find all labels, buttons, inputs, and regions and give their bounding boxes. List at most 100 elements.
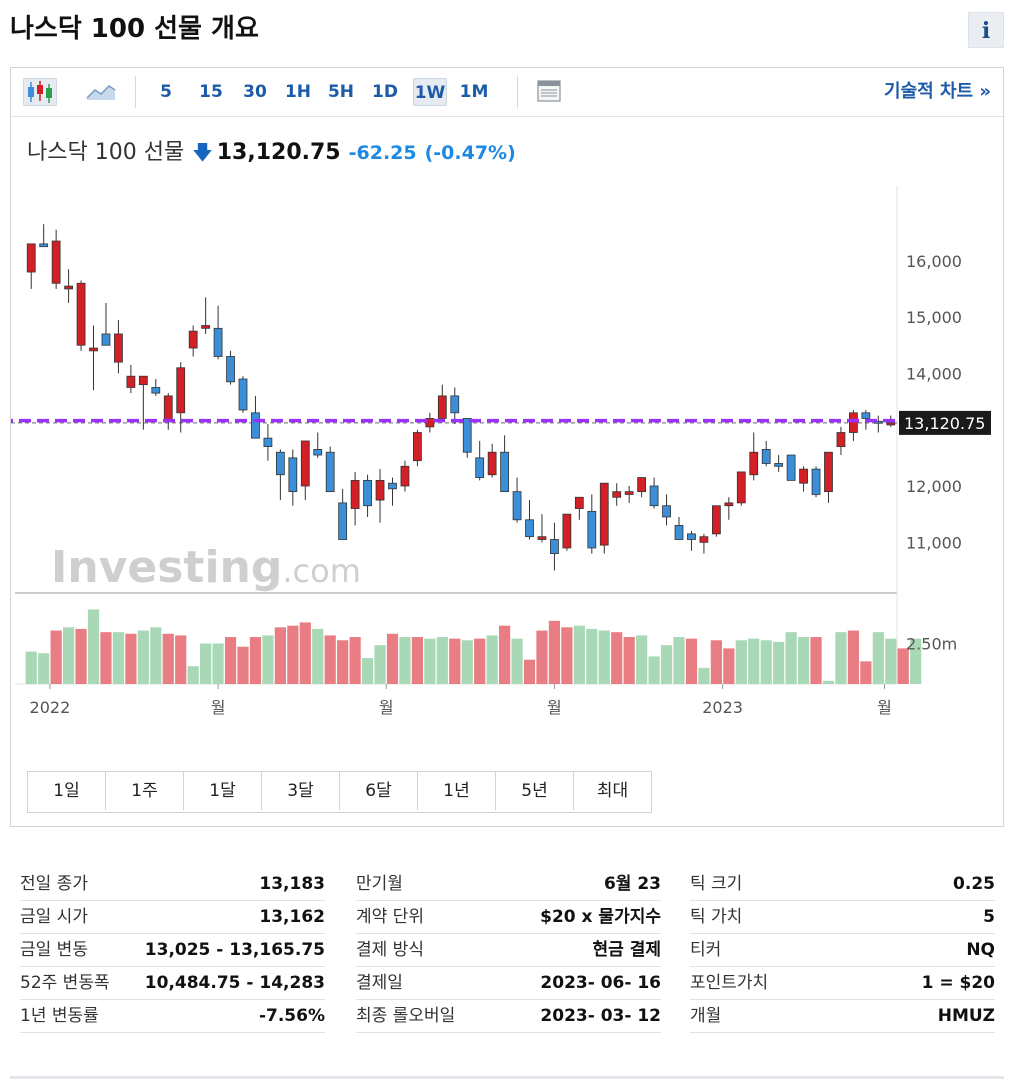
volume-bar — [648, 656, 660, 684]
candle-body — [188, 330, 198, 349]
stat-label: 결제 방식 — [356, 940, 424, 960]
timeframe-30[interactable]: 30 — [243, 82, 267, 102]
timeframe-5[interactable]: 5 — [160, 82, 172, 102]
range-button[interactable]: 6달 — [340, 772, 418, 810]
volume-bar — [212, 643, 224, 684]
x-tick-label: 2023 — [702, 698, 743, 717]
volume-bar — [897, 648, 909, 684]
volume-bar — [885, 638, 897, 684]
price-chart[interactable]: Investing.com 16,000 15,000 14,000 12,000 11,… — [11, 68, 1003, 768]
timeframe-1m[interactable]: 1M — [459, 82, 489, 102]
candle-body — [786, 454, 796, 481]
stat-value: 2023- 06- 16 — [540, 973, 661, 993]
volume-bar — [797, 637, 810, 684]
range-button[interactable]: 1달 — [184, 772, 262, 810]
candle-body — [350, 479, 360, 509]
volume-bar — [847, 630, 860, 684]
volume-bar — [50, 630, 62, 684]
stat-value: -7.56% — [258, 1006, 325, 1026]
volume-bar — [299, 622, 311, 684]
candle-body — [711, 505, 721, 535]
candle-body — [163, 395, 173, 422]
y-tick-label: 16,000 — [906, 252, 962, 271]
volume-bar — [349, 637, 361, 684]
volume-bar — [511, 638, 523, 684]
candle-body — [699, 536, 709, 543]
info-icon[interactable]: i — [968, 12, 1004, 48]
range-button[interactable]: 1일 — [28, 772, 106, 810]
candle-body — [849, 412, 858, 433]
stat-row: 티커 NQ — [690, 934, 995, 967]
candle-body — [836, 432, 846, 447]
stat-row: 금일 변동 13,025 - 13,165.75 — [20, 934, 325, 967]
volume-bar — [112, 632, 125, 684]
stat-label: 틱 크기 — [690, 874, 743, 894]
volume-bar — [237, 646, 249, 684]
timeframe-1w[interactable]: 1W — [413, 78, 447, 106]
volume-bar — [573, 625, 585, 684]
stat-label: 계약 단위 — [356, 907, 424, 927]
range-button[interactable]: 1년 — [418, 772, 496, 810]
x-tick-label: 월 — [379, 698, 394, 717]
chart-toolbar: 5 15 30 1H 5H 1D 1W 1M 기술적 차트 » — [11, 68, 1003, 117]
candle-body — [562, 513, 572, 549]
range-button[interactable]: 최대 — [574, 772, 651, 810]
volume-bar — [137, 630, 149, 684]
timeframe-15[interactable]: 15 — [199, 82, 223, 102]
candle-body — [886, 422, 896, 426]
volume-bar — [200, 643, 212, 684]
quote-header: 나스닥 100 선물 🡇 13,120.75 -62.25 (-0.47%) — [27, 134, 516, 172]
timeframe-1h[interactable]: 1H — [284, 82, 312, 102]
range-button[interactable]: 5년 — [496, 772, 574, 810]
volume-bar — [586, 628, 598, 684]
area-chart-icon[interactable] — [83, 78, 119, 106]
volume-bar — [274, 627, 286, 684]
candle-body — [861, 412, 871, 419]
candle-body — [487, 451, 497, 476]
candle-body — [624, 491, 634, 495]
timeframe-5h[interactable]: 5H — [327, 82, 355, 102]
stat-row: 결제 방식 현금 결제 — [356, 934, 661, 967]
candle-body — [338, 502, 348, 540]
candlestick-icon[interactable] — [23, 78, 57, 106]
candle-body — [313, 449, 323, 456]
stat-value: 13,025 - 13,165.75 — [144, 940, 325, 960]
volume-bar — [748, 638, 760, 684]
stat-row: 결제일 2023- 06- 16 — [356, 967, 661, 1000]
candle-body — [425, 418, 435, 428]
range-button[interactable]: 3달 — [262, 772, 340, 810]
stat-value: NQ — [966, 940, 995, 960]
stat-value: $20 x 물가지수 — [540, 907, 661, 927]
stats-column-3: 틱 크기 0.25 틱 가치 5 티커 NQ 포인트가치 1 = $20 개월 HMUZ — [690, 868, 995, 1033]
volume-bar — [548, 620, 561, 684]
candle-body — [300, 440, 310, 487]
candle-body — [637, 477, 647, 493]
stat-row: 52주 변동폭 10,484.75 - 14,283 — [20, 967, 325, 1000]
price-change-percent: (-0.47%) — [424, 142, 516, 164]
range-button[interactable]: 1주 — [106, 772, 184, 810]
page-title: 나스닥 100 선물 개요 — [10, 14, 259, 44]
stat-value: 2023- 03- 12 — [540, 1006, 661, 1026]
candle-body — [64, 285, 73, 290]
volume-bar — [598, 630, 610, 684]
candle-body — [550, 539, 559, 554]
table-icon[interactable] — [533, 78, 565, 106]
volume-bar — [436, 637, 448, 684]
candle-body — [201, 325, 211, 329]
divider — [10, 1076, 1004, 1079]
volume-bar — [374, 645, 386, 684]
volume-bar — [87, 609, 100, 684]
volume-bar — [162, 633, 174, 684]
candle-body — [500, 451, 509, 493]
volume-bar — [636, 635, 648, 684]
candle-body — [736, 471, 746, 504]
volume-bar — [361, 658, 374, 684]
timeframe-1d[interactable]: 1D — [372, 82, 398, 102]
candle-body — [213, 327, 223, 357]
candle-body — [26, 243, 36, 273]
candle-body — [774, 463, 784, 467]
y-tick-label: 14,000 — [906, 364, 962, 383]
technical-chart-link[interactable]: 기술적 차트 » — [884, 81, 991, 102]
candle-body — [238, 378, 248, 411]
candle-body — [649, 485, 659, 507]
